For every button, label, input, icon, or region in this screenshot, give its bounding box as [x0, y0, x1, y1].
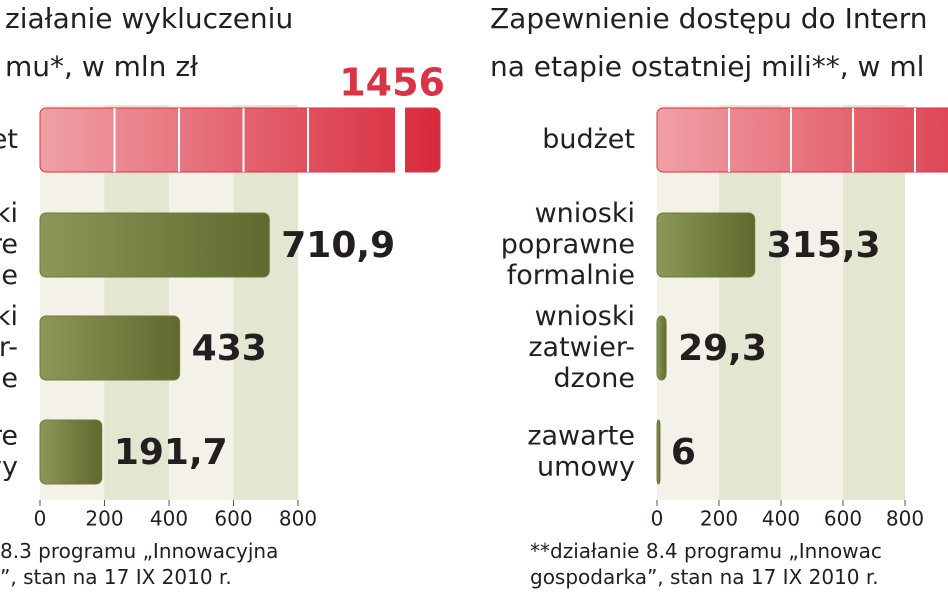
- category-label: rewy: [0, 420, 18, 482]
- x-tick-label: 600: [214, 507, 252, 531]
- bar: [39, 419, 103, 485]
- bar: [656, 212, 756, 278]
- value-label: 191,7: [114, 432, 228, 473]
- x-tick-label: 200: [700, 507, 738, 531]
- x-tick-label: 600: [824, 507, 862, 531]
- category-label: budżet: [542, 124, 635, 155]
- x-tick-label: 800: [886, 507, 924, 531]
- x-tick-label: 400: [150, 507, 188, 531]
- footnote: 8.3 programu „Innowacyjna”, stan na 17 I…: [0, 539, 278, 589]
- category-label: zawarte umowy: [527, 420, 635, 482]
- category-label: wnioski poprawne formalnie: [501, 198, 635, 291]
- bar: [39, 107, 441, 173]
- value-label: 1456: [339, 61, 445, 105]
- chart-title: ziałanie wykluczeniu mu*, w mln zł: [5, 2, 293, 83]
- category-label: wnioski zatwier-dzone: [528, 301, 635, 394]
- x-tick-label: 0: [34, 507, 47, 531]
- value-label: 710,9: [281, 225, 395, 266]
- category-label: et: [0, 124, 18, 155]
- bar: [656, 419, 661, 485]
- value-label: 6: [671, 432, 696, 473]
- footnote: **działanie 8.4 programu „Innowac gospoda…: [530, 539, 882, 589]
- x-tick-label: 200: [85, 507, 123, 531]
- x-tick-label: 400: [762, 507, 800, 531]
- bar: [656, 315, 667, 381]
- bar: [39, 315, 181, 381]
- x-tick-label: 0: [651, 507, 664, 531]
- value-label: 433: [192, 328, 267, 369]
- axis-break: [395, 106, 405, 174]
- value-label: 29,3: [678, 328, 767, 369]
- category-label: kiree: [0, 198, 18, 291]
- category-label: kier-ne: [0, 301, 18, 394]
- value-label: 315,3: [767, 225, 881, 266]
- x-tick-label: 800: [279, 507, 317, 531]
- bar: [656, 107, 948, 173]
- chart-title: Zapewnienie dostępu do Intern na etapie o…: [490, 2, 928, 83]
- bar: [39, 212, 270, 278]
